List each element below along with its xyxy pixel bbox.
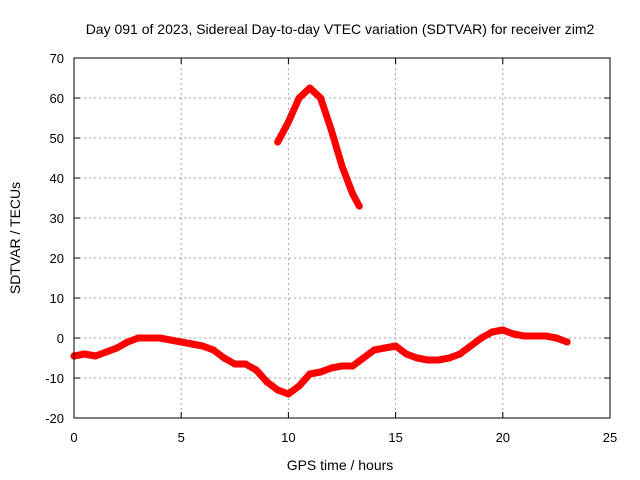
series-0-point-19	[274, 386, 282, 394]
series-line-1	[274, 84, 363, 210]
series-1-point-6	[338, 162, 346, 170]
y-tick-label-50: 50	[50, 131, 64, 146]
y-tick-label-40: 40	[50, 171, 64, 186]
series-0-point-6	[134, 334, 142, 342]
series-1-point-8	[355, 202, 363, 210]
chart-title: Day 091 of 2023, Sidereal Day-to-day VTE…	[86, 21, 595, 37]
y-tick-label-0: 0	[57, 331, 64, 346]
series-0-point-41	[510, 330, 517, 338]
y-tick-labels: -20 -10 0 10 20 30 40 50 60 70	[45, 51, 64, 426]
y-tick-label--20: -20	[45, 411, 64, 426]
series-0-point-3	[102, 348, 110, 356]
series-0-point-14	[220, 354, 228, 362]
series-1-point-1	[284, 118, 292, 126]
axis-ticks	[73, 57, 611, 419]
series-0-point-18	[263, 378, 271, 386]
x-tick-labels: 0 5 10 15 20 25	[70, 430, 617, 445]
x-tick-label-15: 15	[388, 430, 402, 445]
series-0-point-31	[402, 350, 410, 358]
series-0-point-29	[381, 344, 389, 352]
series-0-point-20	[284, 390, 292, 398]
series-0-point-24	[327, 364, 335, 372]
series-0-point-22	[306, 370, 314, 378]
series-0-point-16	[242, 360, 249, 368]
series-0-point-43	[531, 332, 539, 340]
series-1-point-0	[274, 138, 282, 146]
series-0-point-25	[338, 362, 346, 370]
y-tick-label-70: 70	[50, 51, 64, 66]
series-0-point-40	[499, 326, 507, 334]
series-0-point-12	[199, 342, 207, 350]
y-tick-label--10: -10	[45, 371, 64, 386]
data-series-group	[70, 84, 571, 398]
series-0-point-42	[520, 332, 528, 340]
series-0-point-13	[209, 346, 217, 354]
series-0-point-46	[563, 338, 571, 346]
x-tick-label-10: 10	[281, 430, 295, 445]
series-0-point-7	[145, 334, 153, 342]
series-0-point-9	[167, 336, 174, 344]
plot-frame	[73, 57, 611, 419]
series-0-point-34	[435, 356, 442, 364]
series-0-point-11	[188, 340, 196, 348]
series-1-point-3	[306, 84, 314, 92]
series-0-point-38	[477, 334, 485, 342]
y-axis-label: SDTVAR / TECUs	[7, 182, 23, 294]
y-tick-label-60: 60	[50, 91, 64, 106]
y-tick-label-10: 10	[50, 291, 64, 306]
y-tick-label-20: 20	[50, 251, 64, 266]
series-1-point-4	[317, 94, 325, 102]
series-0-point-1	[81, 350, 89, 358]
series-1-point-7	[349, 190, 357, 198]
series-0-point-21	[295, 382, 303, 390]
series-0-point-28	[370, 346, 378, 354]
series-1-point-2	[295, 94, 303, 102]
x-tick-label-0: 0	[70, 430, 77, 445]
x-axis-label: GPS time / hours	[287, 457, 394, 473]
series-1-point-5	[327, 126, 335, 134]
series-0-point-4	[113, 344, 121, 352]
series-0-point-37	[467, 342, 475, 350]
series-0-point-33	[424, 356, 432, 364]
x-tick-label-20: 20	[496, 430, 510, 445]
series-0-point-10	[177, 338, 185, 346]
series-0-point-36	[456, 350, 464, 358]
series-0-point-39	[488, 328, 496, 336]
series-0-point-15	[231, 360, 239, 368]
series-0-point-5	[124, 338, 132, 346]
x-tick-label-25: 25	[603, 430, 617, 445]
series-0-point-23	[317, 368, 325, 376]
series-0-point-26	[349, 362, 357, 370]
series-0-point-27	[359, 354, 367, 362]
series-0-point-2	[91, 352, 99, 360]
x-tick-label-5: 5	[178, 430, 185, 445]
series-0-point-8	[156, 334, 164, 342]
series-0-point-45	[552, 334, 560, 342]
series-0-point-32	[413, 354, 421, 362]
series-0-point-35	[445, 354, 453, 362]
y-tick-label-30: 30	[50, 211, 64, 226]
series-0-point-30	[392, 342, 400, 350]
series-0-point-44	[542, 332, 550, 340]
series-0-point-17	[252, 366, 260, 374]
